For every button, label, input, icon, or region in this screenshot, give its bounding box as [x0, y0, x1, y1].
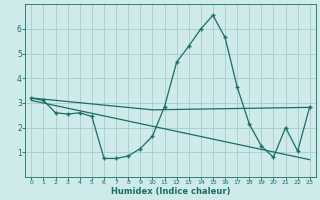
X-axis label: Humidex (Indice chaleur): Humidex (Indice chaleur)	[111, 187, 230, 196]
